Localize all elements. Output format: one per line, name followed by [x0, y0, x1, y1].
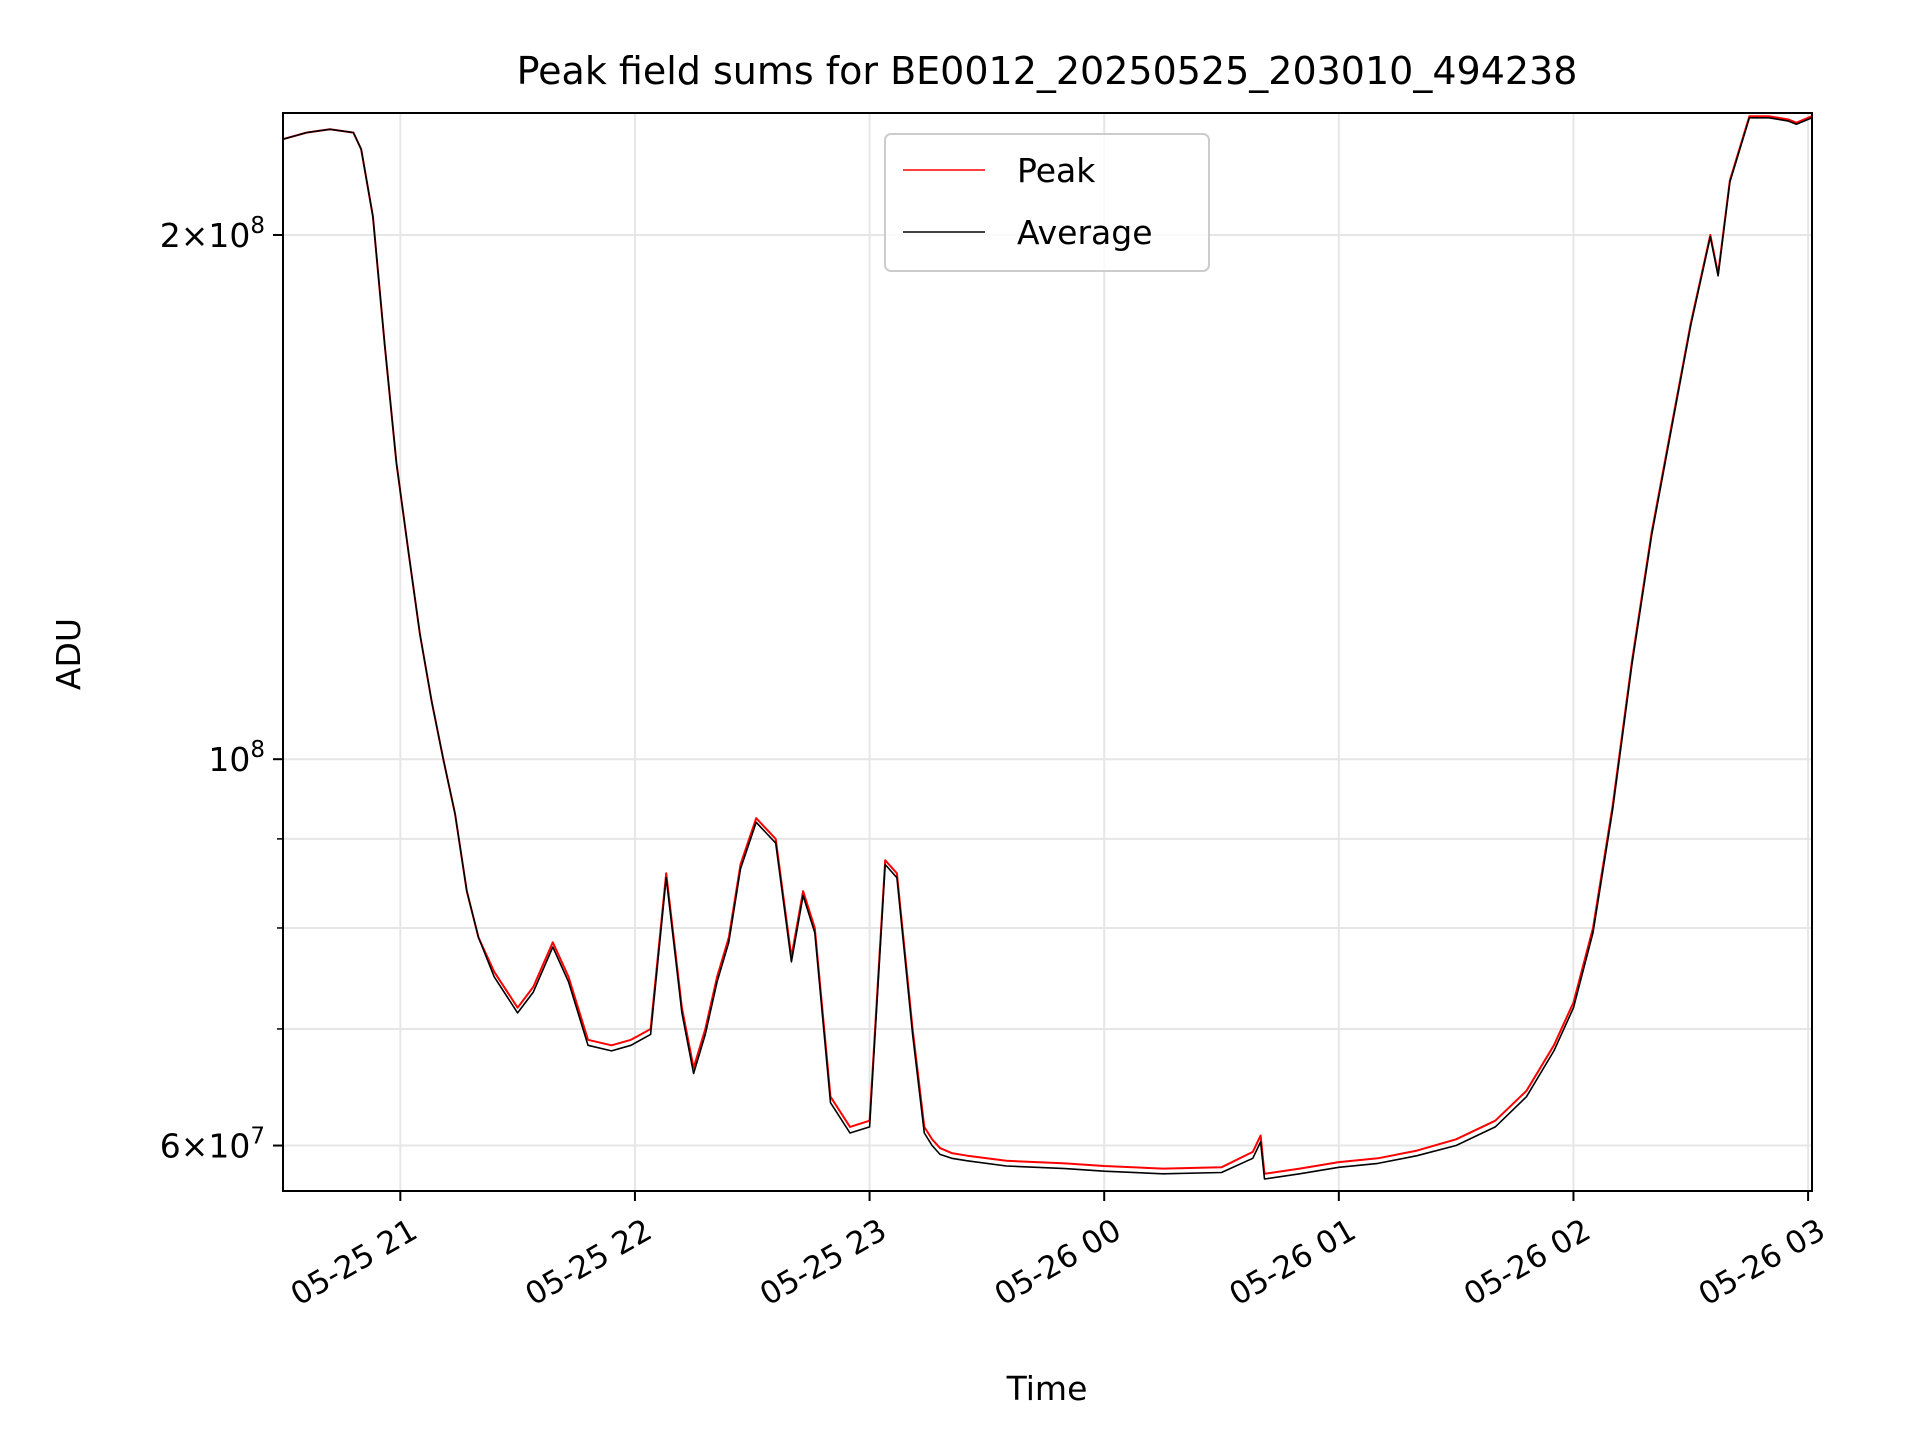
y-tick-label: 6×107 [160, 1124, 265, 1166]
series-layer [283, 115, 1812, 1180]
y-axis-label: ADU [49, 618, 88, 690]
legend-box [884, 133, 1210, 272]
chart-title: Peak field sums for BE0012_20250525_2030… [517, 49, 1578, 93]
y-tick-label: 108 [208, 737, 265, 779]
y-axis-ticks: 6×107 108 2×108 [160, 213, 283, 1166]
y-tick-label: 2×108 [160, 213, 265, 255]
legend: Peak Average [884, 133, 1210, 272]
legend-label-average: Average [1017, 213, 1153, 252]
legend-label-peak: Peak [1017, 151, 1096, 190]
plot-frame [282, 112, 1813, 1192]
x-axis-label: Time [1006, 1369, 1088, 1408]
series-line-average [283, 117, 1812, 1180]
